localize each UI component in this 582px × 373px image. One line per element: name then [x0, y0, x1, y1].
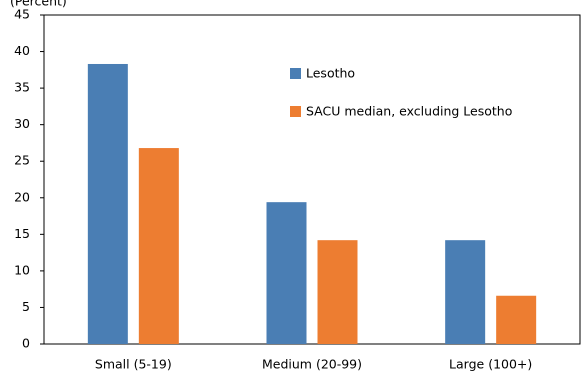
y-tick-label: 5 — [22, 299, 30, 314]
legend-swatch — [290, 68, 301, 79]
y-tick-label: 0 — [22, 336, 30, 351]
legend-label: Lesotho — [306, 66, 355, 81]
y-tick-label: 20 — [14, 189, 30, 204]
bar — [496, 295, 537, 344]
bar — [317, 240, 358, 344]
legend-label: SACU median, excluding Lesotho — [306, 104, 512, 119]
y-tick-label: 30 — [14, 116, 30, 131]
y-tick-label: 10 — [14, 262, 30, 277]
y-tick-label: 40 — [14, 43, 30, 58]
bar — [87, 63, 128, 345]
x-tick-label: Large (100+) — [449, 357, 532, 372]
y-axis-label: (Percent) — [10, 0, 67, 9]
bar — [266, 202, 307, 344]
x-tick-label: Small (5-19) — [95, 357, 172, 372]
bar — [138, 148, 179, 344]
y-tick-label: 45 — [14, 7, 30, 22]
legend-swatch — [290, 106, 301, 117]
x-tick-label: Medium (20-99) — [262, 357, 362, 372]
y-tick-label: 25 — [14, 153, 30, 168]
plot-frame — [43, 14, 581, 345]
y-tick-label: 15 — [14, 226, 30, 241]
bar — [445, 240, 486, 344]
y-tick-label: 35 — [14, 80, 30, 95]
